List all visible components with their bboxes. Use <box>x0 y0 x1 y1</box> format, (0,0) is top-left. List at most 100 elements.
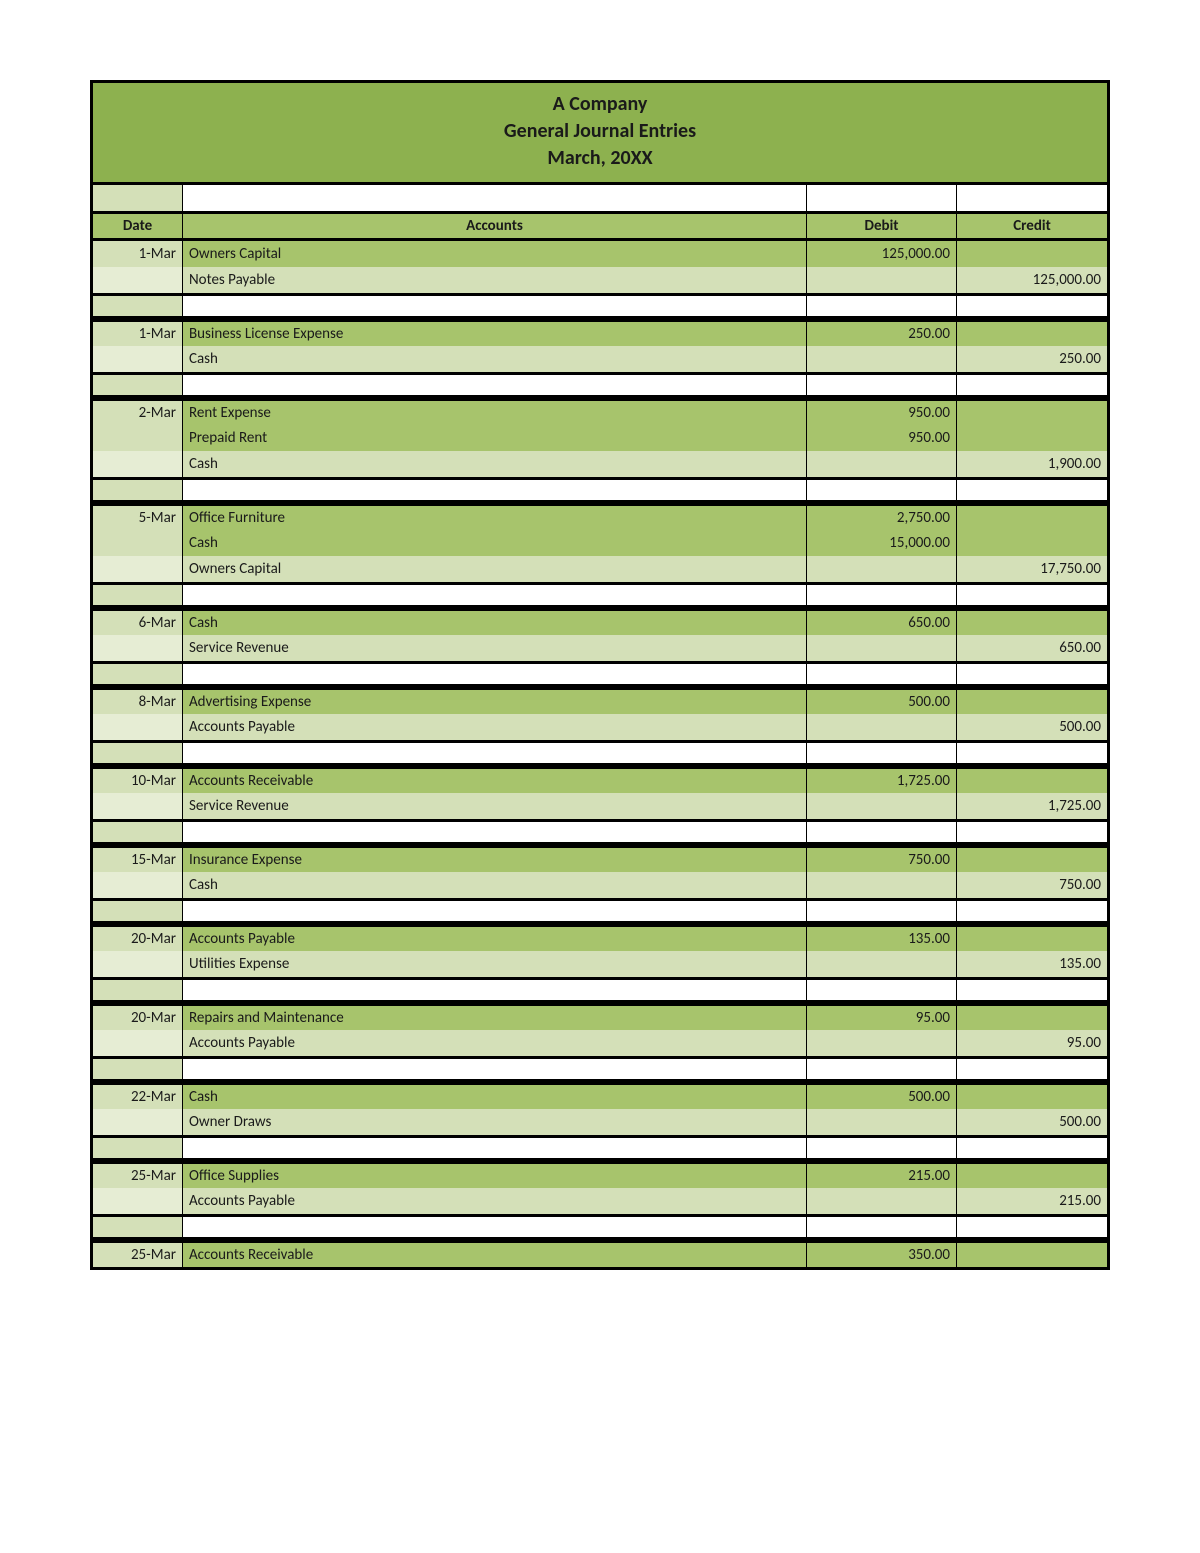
cell-date <box>93 346 183 372</box>
cell-account: Prepaid Rent <box>183 425 807 451</box>
cell-account: Advertising Expense <box>183 687 807 714</box>
table-row: Accounts Payable215.00 <box>93 1188 1107 1214</box>
col-credit: Credit <box>957 211 1107 241</box>
cell-account: Business License Expense <box>183 319 807 346</box>
cell-debit <box>807 740 957 766</box>
table-row: 20-MarAccounts Payable135.00 <box>93 924 1107 951</box>
cell-debit <box>807 1188 957 1214</box>
table-row <box>93 740 1107 766</box>
table-row: Owner Draws 500.00 <box>93 1109 1107 1135</box>
spacer-row <box>93 185 1107 211</box>
table-row: 22-MarCash500.00 <box>93 1082 1107 1109</box>
cell-account <box>183 372 807 398</box>
table-row: Service Revenue1,725.00 <box>93 793 1107 819</box>
cell-debit: 2,750.00 <box>807 503 957 530</box>
table-row: 2-MarRent Expense950.00 <box>93 398 1107 425</box>
cell-debit: 950.00 <box>807 425 957 451</box>
cell-account <box>183 740 807 766</box>
cell-date <box>93 898 183 924</box>
cell-date <box>93 819 183 845</box>
cell-debit: 650.00 <box>807 608 957 635</box>
cell-date <box>93 477 183 503</box>
cell-date: 15-Mar <box>93 845 183 872</box>
cell-debit: 135.00 <box>807 924 957 951</box>
cell-credit: 250.00 <box>957 346 1107 372</box>
cell-account: Accounts Payable <box>183 714 807 740</box>
cell-credit <box>957 898 1107 924</box>
cell-date: 6-Mar <box>93 608 183 635</box>
cell-credit <box>957 740 1107 766</box>
cell-credit <box>957 661 1107 687</box>
cell-credit <box>957 1161 1107 1188</box>
cell-account: Accounts Receivable <box>183 766 807 793</box>
cell-account: Owner Draws <box>183 1109 807 1135</box>
table-row <box>93 372 1107 398</box>
cell-account: Insurance Expense <box>183 845 807 872</box>
table-row: Cash250.00 <box>93 346 1107 372</box>
table-row <box>93 1056 1107 1082</box>
table-row: Notes Payable 125,000.00 <box>93 267 1107 293</box>
cell-credit: 1,900.00 <box>957 451 1107 477</box>
cell-credit: 650.00 <box>957 635 1107 661</box>
cell-credit <box>957 503 1107 530</box>
cell-debit <box>807 293 957 319</box>
cell-credit: 125,000.00 <box>957 267 1107 293</box>
cell-date: 20-Mar <box>93 924 183 951</box>
cell-credit <box>957 819 1107 845</box>
cell-credit <box>957 1082 1107 1109</box>
cell-account: Cash <box>183 608 807 635</box>
cell-date <box>93 872 183 898</box>
table-row: 1-MarBusiness License Expense250.00 <box>93 319 1107 346</box>
table-row <box>93 582 1107 608</box>
table-row: Prepaid Rent950.00 <box>93 425 1107 451</box>
cell-account: Notes Payable <box>183 267 807 293</box>
cell-credit <box>957 1240 1107 1267</box>
cell-account <box>183 1214 807 1240</box>
cell-date: 5-Mar <box>93 503 183 530</box>
cell-date <box>93 1030 183 1056</box>
cell-date <box>93 661 183 687</box>
cell-date: 25-Mar <box>93 1161 183 1188</box>
cell-date <box>93 740 183 766</box>
cell-account <box>183 977 807 1003</box>
cell-date <box>93 1188 183 1214</box>
cell-debit <box>807 1109 957 1135</box>
title-block: A Company General Journal Entries March,… <box>93 83 1107 185</box>
cell-account: Office Supplies <box>183 1161 807 1188</box>
cell-credit: 500.00 <box>957 1109 1107 1135</box>
cell-credit <box>957 582 1107 608</box>
cell-account <box>183 1135 807 1161</box>
cell-account <box>183 293 807 319</box>
cell-date <box>93 1214 183 1240</box>
cell-account <box>183 661 807 687</box>
cell-debit <box>807 793 957 819</box>
table-row: 6-MarCash650.00 <box>93 608 1107 635</box>
cell-date <box>93 530 183 556</box>
cell-date <box>93 556 183 582</box>
table-row <box>93 898 1107 924</box>
cell-account: Cash <box>183 530 807 556</box>
cell-credit <box>957 425 1107 451</box>
cell-date <box>93 267 183 293</box>
table-row: Accounts Payable500.00 <box>93 714 1107 740</box>
table-row: 10-MarAccounts Receivable1,725.00 <box>93 766 1107 793</box>
table-row: 8-MarAdvertising Expense500.00 <box>93 687 1107 714</box>
cell-credit <box>957 924 1107 951</box>
cell-credit <box>957 687 1107 714</box>
cell-debit <box>807 1214 957 1240</box>
table-row: Cash15,000.00 <box>93 530 1107 556</box>
cell-date <box>93 293 183 319</box>
cell-account: Repairs and Maintenance <box>183 1003 807 1030</box>
cell-credit: 95.00 <box>957 1030 1107 1056</box>
col-date: Date <box>93 211 183 241</box>
cell-date <box>93 1056 183 1082</box>
cell-debit <box>807 477 957 503</box>
cell-credit: 1,725.00 <box>957 793 1107 819</box>
table-row <box>93 819 1107 845</box>
cell-debit <box>807 556 957 582</box>
cell-account: Cash <box>183 872 807 898</box>
cell-account: Office Furniture <box>183 503 807 530</box>
cell-account: Owners Capital <box>183 241 807 267</box>
cell-credit <box>957 372 1107 398</box>
cell-account: Cash <box>183 451 807 477</box>
